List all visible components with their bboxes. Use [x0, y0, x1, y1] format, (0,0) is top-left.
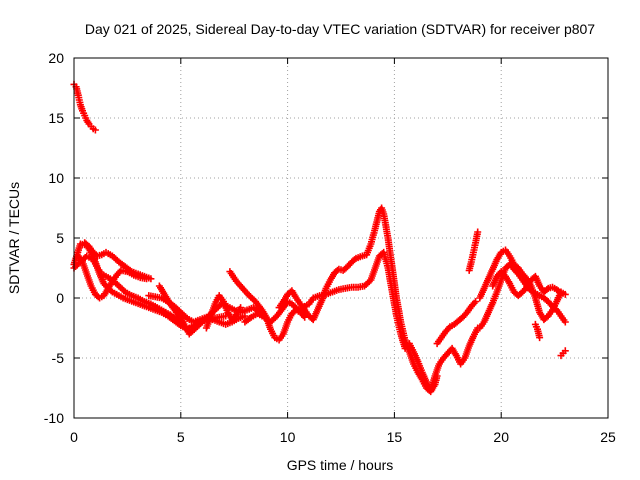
x-axis-label: GPS time / hours: [287, 457, 394, 473]
x-tick-label: 5: [177, 429, 185, 445]
data-point: [472, 298, 480, 306]
series-seg-s: [557, 347, 569, 360]
y-tick-label: -10: [44, 410, 64, 426]
x-tick-label: 20: [493, 429, 509, 445]
series-seg-l: [405, 324, 482, 394]
series-seg-c: [70, 252, 187, 326]
series-seg-q: [489, 268, 565, 300]
data-points: [70, 80, 569, 396]
data-point: [474, 228, 482, 236]
data-point: [536, 334, 544, 342]
y-tick-label: -5: [52, 350, 65, 366]
y-tick-labels: -10 -5 0 5 10 15 20: [44, 50, 64, 426]
series-seg-a: [70, 80, 99, 134]
y-tick-label: 0: [56, 290, 64, 306]
x-tick-label: 10: [280, 429, 296, 445]
y-tick-label: 20: [48, 50, 64, 66]
y-tick-label: 10: [48, 170, 64, 186]
series-seg-m: [433, 298, 480, 348]
x-tick-label: 0: [70, 429, 78, 445]
data-point: [91, 126, 99, 134]
series-seg-p: [476, 260, 569, 332]
chart-title: Day 021 of 2025, Sidereal Day-to-day VTE…: [85, 21, 595, 37]
x-tick-label: 15: [387, 429, 403, 445]
y-axis-label: SDTVAR / TECUs: [6, 182, 22, 294]
data-point: [561, 290, 569, 298]
data-point: [561, 318, 569, 326]
data-point: [557, 289, 565, 297]
series-seg-n: [465, 228, 482, 274]
series-seg-k: [275, 204, 441, 396]
data-point: [556, 288, 564, 296]
y-tick-label: 5: [56, 230, 64, 246]
series-seg-e: [81, 239, 155, 283]
x-tick-label: 25: [600, 429, 616, 445]
axis-ticks: [73, 57, 609, 419]
data-point: [561, 347, 569, 355]
series-seg-d: [74, 252, 151, 302]
series-seg-r: [531, 320, 544, 342]
grid: [74, 58, 608, 418]
y-tick-label: 15: [48, 110, 64, 126]
data-point: [351, 256, 358, 264]
x-tick-labels: 0 5 10 15 20 25: [70, 429, 616, 445]
series-seg-h: [202, 292, 245, 332]
data-point: [237, 304, 245, 312]
data-point: [147, 275, 155, 283]
